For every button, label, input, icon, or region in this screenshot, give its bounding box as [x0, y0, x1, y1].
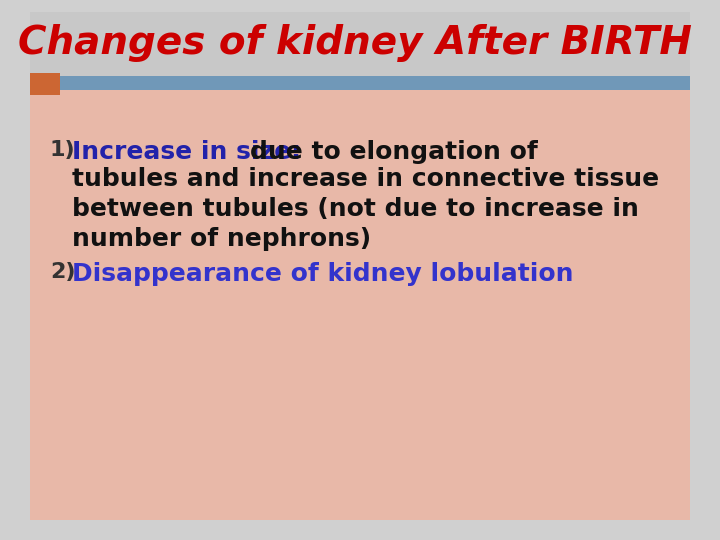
Text: tubules and increase in connective tissue: tubules and increase in connective tissu… [72, 167, 659, 191]
Text: 1): 1) [50, 140, 76, 160]
Text: Increase in size:: Increase in size: [72, 140, 301, 164]
FancyBboxPatch shape [30, 12, 690, 80]
Text: number of nephrons): number of nephrons) [72, 227, 371, 251]
FancyBboxPatch shape [30, 90, 690, 520]
Text: due to elongation of: due to elongation of [250, 140, 538, 164]
FancyBboxPatch shape [30, 73, 60, 95]
Text: between tubules (not due to increase in: between tubules (not due to increase in [72, 197, 639, 221]
Text: 2): 2) [50, 262, 76, 282]
Text: Changes of kidney After BIRTH: Changes of kidney After BIRTH [18, 24, 692, 62]
FancyBboxPatch shape [30, 76, 690, 90]
Text: Disappearance of kidney lobulation: Disappearance of kidney lobulation [72, 262, 574, 286]
